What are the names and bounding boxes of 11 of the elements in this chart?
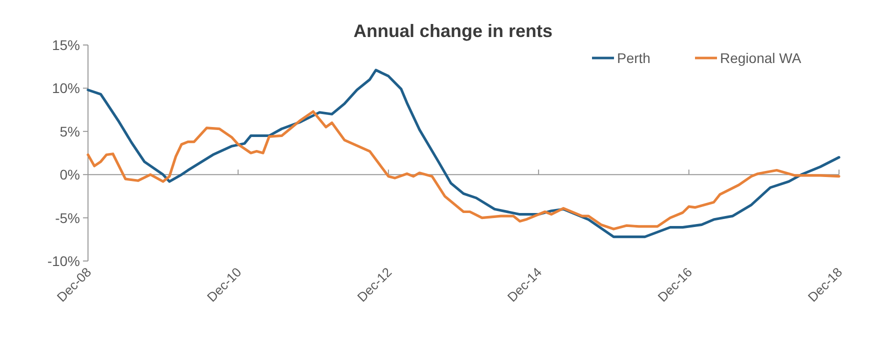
y-tick-label: -5%	[55, 210, 80, 226]
legend-label: Perth	[617, 50, 650, 66]
line-series	[86, 68, 840, 238]
y-tick-label: 5%	[60, 123, 80, 140]
y-tick-label: 15%	[52, 37, 80, 53]
y-tick-label: 10%	[52, 80, 80, 96]
y-tick-label: -10%	[47, 253, 80, 269]
chart-title: Annual change in rents	[353, 21, 553, 41]
line-series	[86, 110, 840, 230]
legend-label: Regional WA	[720, 50, 802, 66]
y-tick-label: 0%	[60, 166, 80, 183]
